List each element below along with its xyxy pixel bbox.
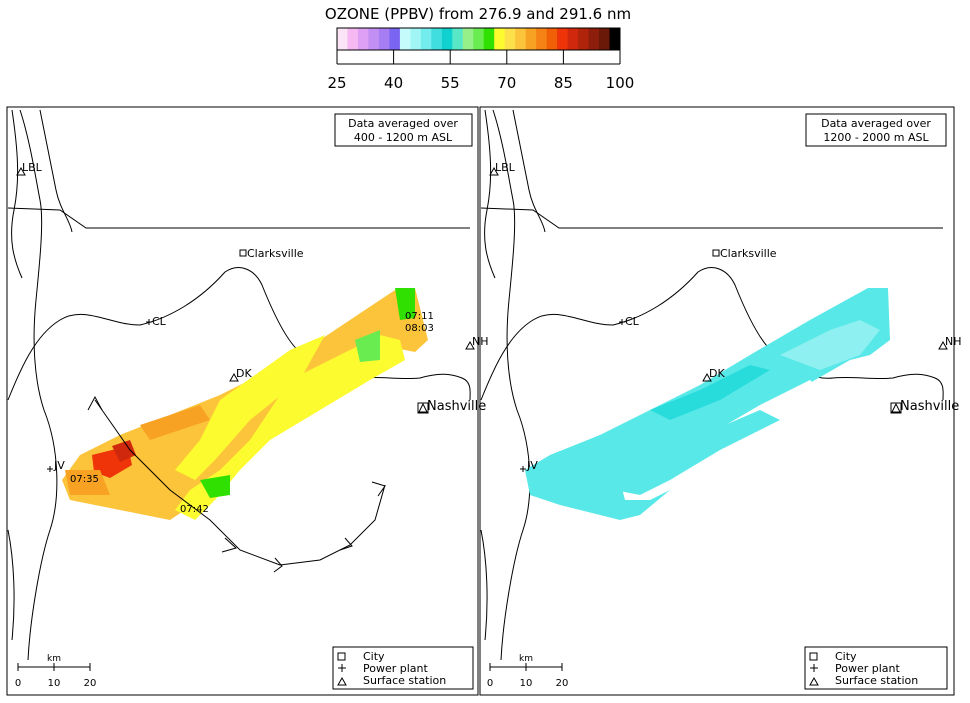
svg-text:08:03: 08:03 bbox=[405, 323, 434, 334]
svg-text:LBL: LBL bbox=[495, 161, 516, 174]
plant-cl: CL bbox=[619, 315, 640, 328]
station-lbl: LBL bbox=[489, 161, 516, 176]
colorbar-cell bbox=[599, 28, 611, 50]
svg-text:Nashville: Nashville bbox=[900, 399, 959, 414]
colorbar-cell bbox=[337, 28, 348, 50]
svg-text:DK: DK bbox=[709, 367, 725, 380]
svg-text:Data averaged over: Data averaged over bbox=[821, 117, 931, 130]
svg-text:400 - 1200 m ASL: 400 - 1200 m ASL bbox=[354, 131, 453, 144]
city-nashville: Nashville bbox=[417, 399, 486, 414]
svg-text:Clarksville: Clarksville bbox=[720, 247, 777, 260]
svg-text:Nashville: Nashville bbox=[427, 399, 486, 414]
svg-text:1200 - 2000 m ASL: 1200 - 2000 m ASL bbox=[823, 131, 929, 144]
places-left: LBL Clarksville CL DK NH Nashville bbox=[16, 161, 489, 472]
colorbar-cell bbox=[368, 28, 380, 50]
colorbar-cell bbox=[473, 28, 485, 50]
figure-title: OZONE (PPBV) from 276.9 and 291.6 nm bbox=[325, 5, 631, 23]
station-nh: NH bbox=[465, 335, 489, 350]
city-clarksville: Clarksville bbox=[712, 247, 777, 260]
colorbar-cell bbox=[441, 28, 453, 50]
svg-text:0: 0 bbox=[487, 678, 493, 689]
colorbar-cell bbox=[452, 28, 464, 50]
scale-bar-left: km 0 10 20 bbox=[15, 654, 97, 689]
plant-jv: JV bbox=[47, 459, 65, 472]
colorbar-cell bbox=[536, 28, 548, 50]
altitude-box-left: Data averaged over 400 - 1200 m ASL bbox=[334, 113, 473, 147]
colorbar-tick-label: 55 bbox=[441, 74, 460, 92]
svg-text:Surface station: Surface station bbox=[363, 674, 446, 687]
colorbar-cell bbox=[588, 28, 600, 50]
colorbar-cell bbox=[357, 28, 369, 50]
svg-text:JV: JV bbox=[526, 459, 538, 472]
scale-bar-right: km 0 10 20 bbox=[487, 654, 569, 689]
flight-track bbox=[87, 395, 386, 573]
station-nh: NH bbox=[938, 335, 962, 350]
colorbar-cell bbox=[557, 28, 569, 50]
svg-text:km: km bbox=[519, 654, 533, 664]
legend-right: City Power plant Surface station bbox=[804, 646, 948, 690]
svg-text:DK: DK bbox=[236, 367, 252, 380]
colorbar-cell bbox=[420, 28, 432, 50]
map-panel-left: Data averaged over 400 - 1200 m ASL 07:1… bbox=[6, 106, 489, 696]
altitude-box-right: Data averaged over 1200 - 2000 m ASL bbox=[805, 113, 947, 147]
svg-text:Surface station: Surface station bbox=[835, 674, 918, 687]
svg-text:20: 20 bbox=[84, 678, 97, 689]
colorbar-tick-label: 70 bbox=[497, 74, 516, 92]
colorbar-cell bbox=[546, 28, 558, 50]
ozone-swath-right bbox=[525, 288, 890, 520]
colorbar-tick-label: 100 bbox=[606, 74, 635, 92]
svg-text:07:11: 07:11 bbox=[405, 311, 434, 322]
colorbar-cell bbox=[504, 28, 516, 50]
svg-text:20: 20 bbox=[556, 678, 569, 689]
svg-text:Clarksville: Clarksville bbox=[247, 247, 304, 260]
svg-text:07:35: 07:35 bbox=[70, 474, 99, 485]
colorbar-cell bbox=[609, 28, 621, 50]
colorbar-cell bbox=[389, 28, 401, 50]
colorbar-cell bbox=[378, 28, 390, 50]
city-clarksville: Clarksville bbox=[239, 247, 304, 260]
colorbar-tick-label: 85 bbox=[554, 74, 573, 92]
colorbar-cell bbox=[525, 28, 537, 50]
colorbar-cell bbox=[567, 28, 579, 50]
legend-left: City Power plant Surface station bbox=[332, 646, 474, 690]
colorbar-cell bbox=[515, 28, 527, 50]
station-dk: DK bbox=[229, 367, 252, 382]
colorbar-cell bbox=[578, 28, 590, 50]
colorbar-cell bbox=[431, 28, 443, 50]
svg-text:10: 10 bbox=[48, 678, 61, 689]
colorbar-tick-label: 25 bbox=[327, 74, 346, 92]
places-right: LBL Clarksville CL DK NH Nashville bbox=[489, 161, 962, 472]
svg-text:km: km bbox=[47, 654, 61, 664]
svg-text:LBL: LBL bbox=[22, 161, 43, 174]
station-dk: DK bbox=[702, 367, 725, 382]
svg-text:NH: NH bbox=[945, 335, 962, 348]
colorbar-cell bbox=[347, 28, 359, 50]
time-labels-left: 07:11 08:03 07:35 07:42 bbox=[70, 311, 434, 515]
svg-text:Data averaged over: Data averaged over bbox=[348, 117, 458, 130]
svg-text:Power plant: Power plant bbox=[835, 662, 901, 675]
svg-text:City: City bbox=[835, 650, 857, 663]
svg-text:City: City bbox=[363, 650, 385, 663]
svg-text:CL: CL bbox=[625, 315, 640, 328]
svg-text:0: 0 bbox=[15, 678, 21, 689]
colorbar-cell bbox=[410, 28, 422, 50]
ozone-swath-left bbox=[62, 288, 428, 520]
colorbar-cell bbox=[483, 28, 495, 50]
svg-text:07:42: 07:42 bbox=[180, 504, 209, 515]
colorbar-cell bbox=[462, 28, 474, 50]
city-nashville: Nashville bbox=[890, 399, 959, 414]
plant-jv: JV bbox=[520, 459, 538, 472]
svg-text:CL: CL bbox=[152, 315, 167, 328]
svg-text:10: 10 bbox=[520, 678, 533, 689]
svg-text:JV: JV bbox=[53, 459, 65, 472]
station-lbl: LBL bbox=[16, 161, 43, 176]
svg-text:Power plant: Power plant bbox=[363, 662, 429, 675]
colorbar: 25 40 55 70 85 100 bbox=[327, 27, 635, 92]
plant-cl: CL bbox=[146, 315, 167, 328]
colorbar-cell bbox=[399, 28, 411, 50]
colorbar-cell bbox=[494, 28, 506, 50]
colorbar-tick-label: 40 bbox=[384, 74, 403, 92]
map-panel-right: Data averaged over 1200 - 2000 m ASL LBL… bbox=[479, 106, 962, 696]
